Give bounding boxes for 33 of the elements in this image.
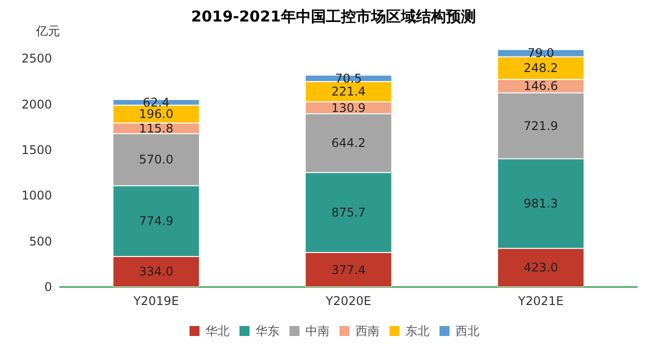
legend-label: 西南: [356, 324, 380, 338]
x-tick-label: Y2021E: [517, 294, 564, 308]
legend-label: 中南: [306, 324, 330, 338]
legend-label: 西北: [456, 324, 480, 338]
legend-label: 华北: [206, 324, 230, 338]
data-label: 248.2: [524, 61, 558, 76]
legend-label: 东北: [406, 324, 430, 338]
x-tick-label: Y2020E: [324, 294, 372, 308]
data-label: 875.7: [331, 206, 366, 220]
data-label: 644.2: [331, 136, 366, 150]
data-label: 115.8: [138, 121, 174, 136]
legend-label: 华东: [256, 324, 280, 338]
y-tick-label: 0: [44, 280, 52, 294]
data-label: 774.9: [138, 214, 174, 228]
data-label: 377.4: [331, 262, 366, 277]
data-label: 334.0: [138, 264, 174, 279]
data-label: 423.0: [524, 260, 558, 275]
data-label: 130.9: [331, 100, 366, 115]
data-label: 981.3: [524, 196, 558, 211]
data-label: 79.0: [527, 46, 554, 60]
y-tick-label: 500: [29, 234, 52, 248]
x-tick-label: Y2019E: [132, 294, 179, 308]
data-label: 146.6: [524, 79, 558, 94]
data-label: 221.4: [331, 84, 366, 99]
chart-title: 2019-2021年中国工控市场区域结构预测: [191, 8, 476, 26]
data-label: 570.0: [138, 152, 174, 167]
y-tick-label: 2000: [21, 97, 52, 112]
y-tick-label: 2500: [21, 52, 52, 66]
data-label: 196.0: [138, 107, 174, 122]
y-axis-title: 亿元: [35, 24, 60, 38]
y-tick-label: 1500: [21, 143, 52, 158]
y-tick-label: 1000: [21, 188, 52, 203]
data-label: 721.9: [524, 118, 558, 133]
